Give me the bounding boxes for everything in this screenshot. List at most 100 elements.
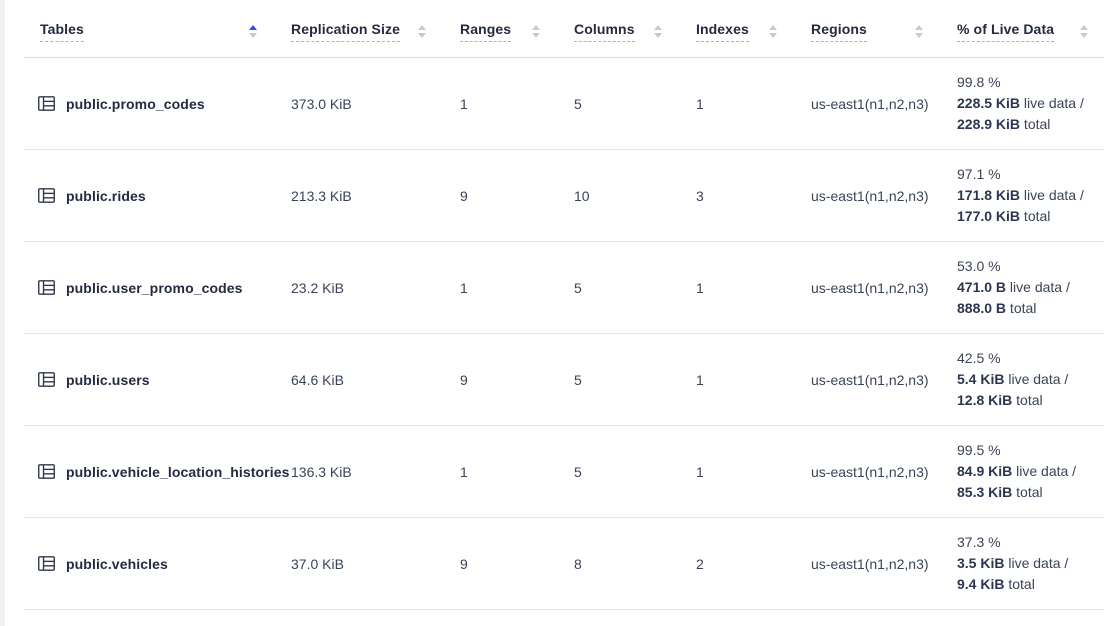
columns-value: 5 [574, 463, 582, 480]
sort-icon[interactable] [769, 25, 777, 38]
sort-icon[interactable] [915, 25, 923, 38]
total-size: 228.9 KiB [957, 116, 1021, 132]
table-name-link[interactable]: public.users [66, 371, 150, 388]
columns-value: 5 [574, 279, 582, 296]
live-data-label: live data / [1020, 95, 1084, 111]
live-data-cell: 99.8 % 228.5 KiB live data / 228.9 KiB t… [957, 72, 1104, 135]
live-data-label: live data / [1012, 463, 1077, 479]
table-row: public.vehicles 37.0 KiB 9 8 2 us-east1(… [24, 518, 1104, 610]
indexes-value: 1 [696, 463, 704, 480]
column-header-replication-size[interactable]: Replication Size [291, 21, 460, 42]
total-label: total [1020, 208, 1051, 224]
sort-icon[interactable] [1080, 25, 1088, 38]
live-data-label: live data / [1020, 187, 1084, 203]
table-row: public.promo_codes 373.0 KiB 1 5 1 us-ea… [24, 58, 1104, 150]
table-icon [38, 555, 55, 572]
live-data-size: 5.4 KiB [957, 371, 1005, 387]
table-icon [38, 463, 55, 480]
sort-icon[interactable] [532, 25, 540, 38]
live-data-percent: 53.0 % [957, 258, 1001, 274]
indexes-value: 1 [696, 279, 704, 296]
indexes-value: 1 [696, 95, 704, 112]
page-left-gutter [0, 0, 5, 626]
live-data-size: 3.5 KiB [957, 555, 1005, 571]
ranges-value: 9 [460, 555, 468, 572]
total-size: 9.4 KiB [957, 576, 1005, 592]
total-size: 85.3 KiB [957, 484, 1013, 500]
tables-data-grid: Tables Replication Size Ranges Columns I… [24, 0, 1104, 610]
table-icon [38, 279, 55, 296]
column-header-label: Ranges [460, 21, 512, 42]
live-data-label: live data / [1004, 555, 1069, 571]
regions-value: us-east1(n1,n2,n3) [811, 371, 929, 388]
indexes-value: 2 [696, 555, 704, 572]
total-label: total [1012, 392, 1043, 408]
replication-size-value: 37.0 KiB [291, 555, 344, 572]
live-data-cell: 53.0 % 471.0 B live data / 888.0 B total [957, 256, 1104, 319]
live-data-cell: 42.5 % 5.4 KiB live data / 12.8 KiB tota… [957, 348, 1104, 411]
table-name-link[interactable]: public.vehicles [66, 555, 168, 572]
live-data-size: 84.9 KiB [957, 463, 1013, 479]
columns-value: 5 [574, 371, 582, 388]
live-data-percent: 37.3 % [957, 534, 1001, 550]
total-label: total [1012, 484, 1043, 500]
table-icon [38, 371, 55, 388]
sort-icon[interactable] [249, 25, 257, 38]
total-label: total [1020, 116, 1051, 132]
ranges-value: 1 [460, 279, 468, 296]
column-header-regions[interactable]: Regions [811, 21, 957, 42]
column-header-tables[interactable]: Tables [24, 21, 291, 42]
total-size: 12.8 KiB [957, 392, 1013, 408]
total-label: total [1004, 576, 1035, 592]
table-header-row: Tables Replication Size Ranges Columns I… [24, 0, 1104, 58]
table-name-link[interactable]: public.user_promo_codes [66, 279, 243, 296]
column-header-label: Regions [811, 21, 867, 42]
column-header-live-data[interactable]: % of Live Data [957, 21, 1104, 42]
column-header-columns[interactable]: Columns [574, 21, 696, 42]
replication-size-value: 64.6 KiB [291, 371, 344, 388]
total-size: 177.0 KiB [957, 208, 1021, 224]
live-data-percent: 42.5 % [957, 350, 1001, 366]
live-data-size: 228.5 KiB [957, 95, 1021, 111]
live-data-percent: 99.5 % [957, 442, 1001, 458]
table-row: public.user_promo_codes 23.2 KiB 1 5 1 u… [24, 242, 1104, 334]
column-header-label: Replication Size [291, 21, 400, 42]
replication-size-value: 23.2 KiB [291, 279, 344, 296]
indexes-value: 1 [696, 371, 704, 388]
live-data-label: live data / [1006, 279, 1070, 295]
table-icon [38, 187, 55, 204]
ranges-value: 9 [460, 187, 468, 204]
sort-icon[interactable] [418, 25, 426, 38]
total-label: total [1006, 300, 1037, 316]
regions-value: us-east1(n1,n2,n3) [811, 95, 929, 112]
column-header-label: Columns [574, 21, 635, 42]
table-name-link[interactable]: public.vehicle_location_histories [66, 463, 290, 480]
columns-value: 5 [574, 95, 582, 112]
live-data-percent: 97.1 % [957, 166, 1001, 182]
live-data-size: 471.0 B [957, 279, 1007, 295]
column-header-ranges[interactable]: Ranges [460, 21, 574, 42]
table-row: public.vehicle_location_histories 136.3 … [24, 426, 1104, 518]
total-size: 888.0 B [957, 300, 1007, 316]
table-body: public.promo_codes 373.0 KiB 1 5 1 us-ea… [24, 58, 1104, 610]
live-data-cell: 99.5 % 84.9 KiB live data / 85.3 KiB tot… [957, 440, 1104, 503]
ranges-value: 1 [460, 463, 468, 480]
table-row: public.rides 213.3 KiB 9 10 3 us-east1(n… [24, 150, 1104, 242]
replication-size-value: 136.3 KiB [291, 463, 352, 480]
column-header-indexes[interactable]: Indexes [696, 21, 811, 42]
ranges-value: 1 [460, 95, 468, 112]
table-name-link[interactable]: public.rides [66, 187, 146, 204]
live-data-size: 171.8 KiB [957, 187, 1021, 203]
live-data-cell: 97.1 % 171.8 KiB live data / 177.0 KiB t… [957, 164, 1104, 227]
regions-value: us-east1(n1,n2,n3) [811, 555, 929, 572]
sort-icon[interactable] [654, 25, 662, 38]
column-header-label: Indexes [696, 21, 749, 42]
live-data-percent: 99.8 % [957, 74, 1001, 90]
table-name-link[interactable]: public.promo_codes [66, 95, 205, 112]
column-header-label: Tables [40, 21, 84, 42]
replication-size-value: 373.0 KiB [291, 95, 352, 112]
regions-value: us-east1(n1,n2,n3) [811, 463, 929, 480]
ranges-value: 9 [460, 371, 468, 388]
indexes-value: 3 [696, 187, 704, 204]
live-data-label: live data / [1004, 371, 1069, 387]
